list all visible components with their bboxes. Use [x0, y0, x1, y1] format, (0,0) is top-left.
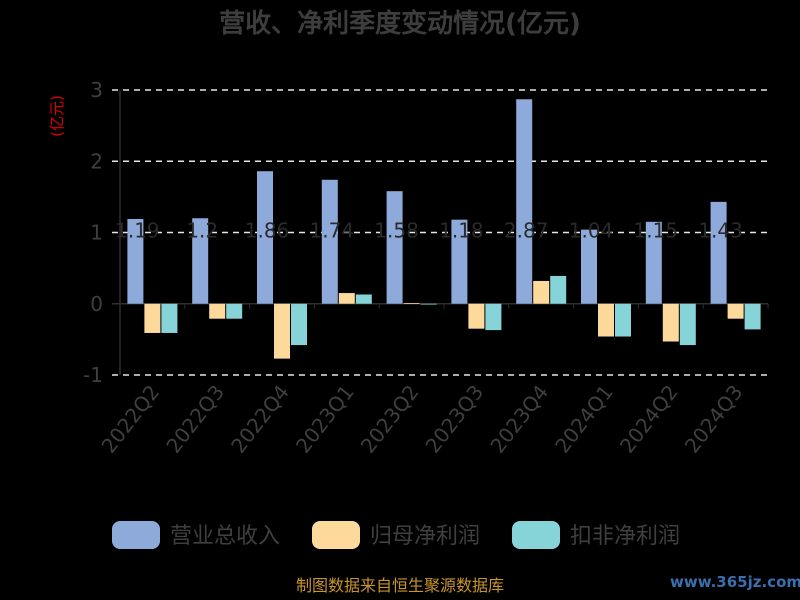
- bar-series-1: [727, 303, 744, 319]
- y-tick-label: 0: [90, 292, 103, 316]
- bar-series-2: [679, 303, 696, 346]
- bar-series-0: [710, 201, 727, 304]
- x-tick-label: 2022Q2: [97, 380, 165, 457]
- bar-series-0: [581, 229, 597, 304]
- legend-label: 扣非净利润: [570, 524, 680, 549]
- y-axis-ticks: 3 2 1 0 -1: [83, 78, 103, 387]
- legend-label: 营业总收入: [170, 524, 280, 549]
- bar-series-1: [468, 303, 485, 329]
- x-tick-label: 2024Q1: [550, 380, 618, 457]
- x-tick-label: 2023Q1: [291, 380, 359, 457]
- data-label: 1.43: [698, 219, 743, 243]
- data-label: 1.04: [569, 219, 614, 243]
- legend[interactable]: 营业总收入 归母净利润 扣非净利润: [112, 521, 680, 549]
- bar-series-2: [615, 303, 631, 337]
- x-tick-label: 2022Q3: [161, 380, 229, 457]
- bar-series-0: [451, 219, 468, 304]
- legend-label: 归母净利润: [370, 524, 480, 549]
- bar-series-1: [209, 303, 226, 319]
- bar-series-2: [226, 303, 243, 319]
- data-label: 2.87: [504, 219, 549, 243]
- source-note: 制图数据来自恒生聚源数据库: [296, 576, 504, 595]
- bar-series-0: [321, 179, 338, 304]
- data-label: 1.58: [374, 219, 419, 243]
- bar-series-0: [192, 218, 209, 304]
- bar-series-1: [144, 303, 161, 333]
- legend-swatch: [312, 521, 360, 549]
- chart-title: 营收、净利季度变动情况(亿元): [219, 8, 581, 39]
- legend-item-1[interactable]: 归母净利润: [312, 521, 480, 549]
- watermark: www.365jz.com: [670, 573, 800, 591]
- bar-series-2: [744, 303, 761, 330]
- data-label: 1.74: [310, 219, 355, 243]
- bars: [127, 99, 761, 359]
- x-tick-label: 2023Q3: [421, 380, 489, 457]
- data-label: 1.15: [634, 219, 679, 243]
- y-unit-label: (亿元): [48, 95, 66, 137]
- data-label: 1.2: [186, 219, 218, 243]
- bar-series-0: [516, 99, 533, 304]
- y-tick-label: -1: [83, 363, 103, 387]
- y-tick-label: 1: [90, 221, 103, 245]
- x-tick-label: 2024Q2: [615, 380, 683, 457]
- legend-item-0[interactable]: 营业总收入: [112, 521, 280, 549]
- bar-series-2: [485, 303, 502, 331]
- y-tick-label: 3: [90, 78, 103, 102]
- bar-series-0: [386, 191, 403, 304]
- data-labels: 1.19 1.2 1.86 1.74 1.58 1.18 2.87 1.04 1.15 1.43: [115, 219, 743, 243]
- data-label: 1.86: [245, 219, 290, 243]
- bar-series-1: [403, 303, 420, 304]
- bar-series-0: [127, 218, 144, 304]
- bar-series-1: [274, 303, 290, 359]
- legend-swatch: [512, 521, 560, 549]
- bar-series-0: [645, 221, 662, 304]
- bar-series-1: [662, 303, 679, 342]
- x-tick-label: 2023Q4: [485, 380, 553, 457]
- x-tick-label: 2023Q2: [356, 380, 424, 457]
- bar-series-2: [355, 294, 372, 304]
- bar-series-1: [533, 280, 550, 304]
- y-tick-label: 2: [90, 149, 103, 173]
- x-axis-ticks: 2022Q22022Q32022Q42023Q12023Q22023Q32023…: [97, 380, 748, 457]
- bar-series-2: [291, 303, 307, 346]
- bar-series-2: [420, 303, 437, 305]
- bar-series-0: [257, 171, 273, 304]
- data-label: 1.18: [439, 219, 484, 243]
- bar-series-1: [598, 303, 614, 337]
- data-label: 1.19: [115, 219, 160, 243]
- x-tick-label: 2022Q4: [226, 380, 294, 457]
- legend-swatch: [112, 521, 160, 549]
- legend-item-2[interactable]: 扣非净利润: [512, 521, 680, 549]
- bar-series-2: [550, 275, 567, 304]
- bar-series-1: [338, 293, 355, 304]
- bar-series-2: [161, 303, 178, 333]
- x-tick-label: 2024Q3: [680, 380, 748, 457]
